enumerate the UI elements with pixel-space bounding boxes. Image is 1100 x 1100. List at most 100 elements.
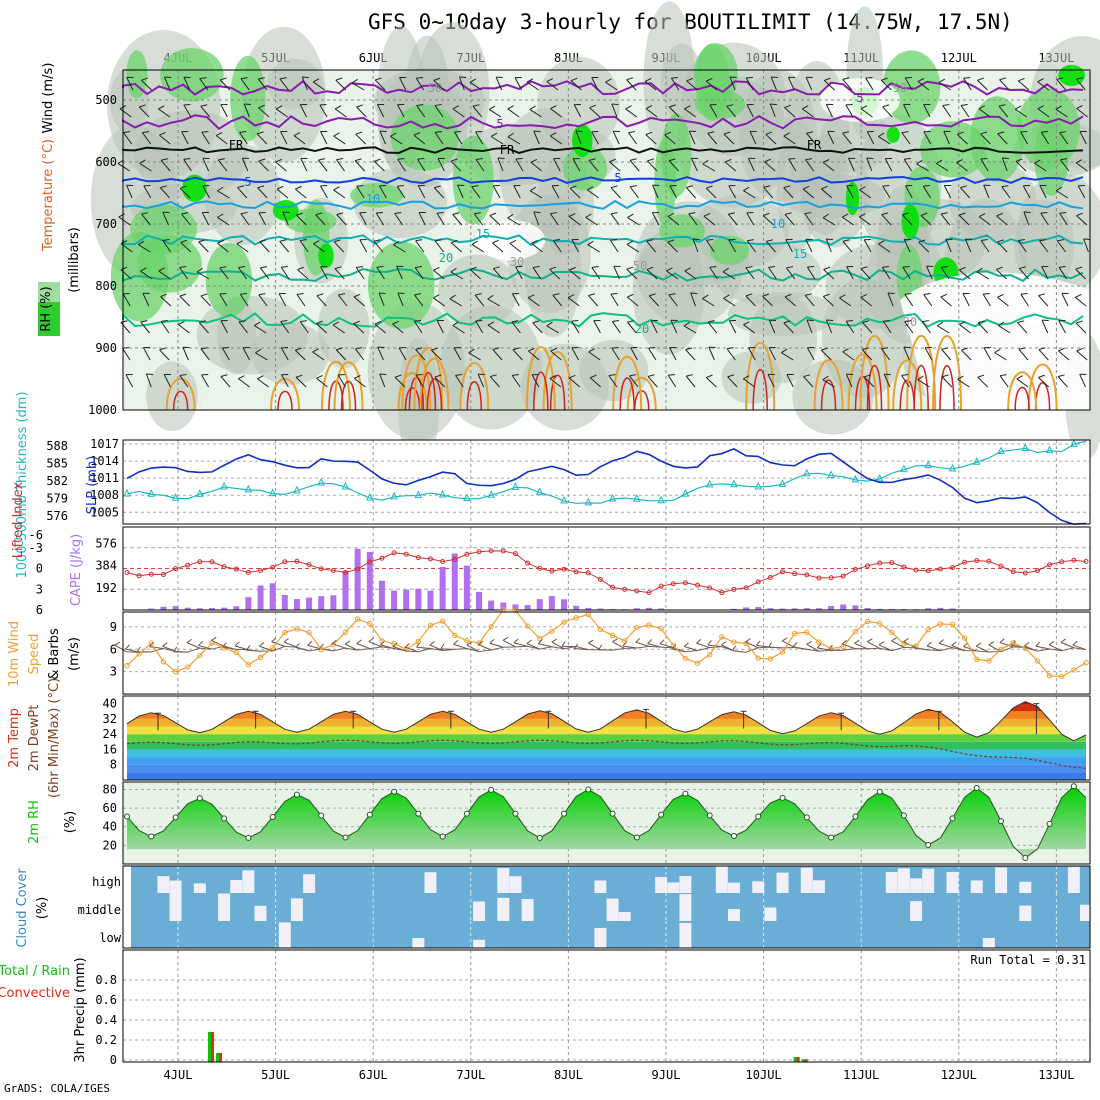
wind-barb-staff — [625, 108, 638, 118]
wind-speed-marker — [682, 655, 689, 662]
wind-barb-staff — [457, 184, 464, 199]
wind-barb-staff — [878, 136, 891, 145]
wind-barb-flag — [354, 375, 361, 379]
wind-barb-staff — [629, 375, 639, 388]
warm-contour — [612, 355, 643, 411]
wind-barb — [281, 373, 289, 388]
wind-barb-flag — [709, 266, 717, 268]
wind-barb-flag — [788, 157, 796, 160]
wind-barb-staff — [924, 347, 933, 361]
wind-barb — [923, 293, 933, 307]
wind-speed-marker — [172, 668, 179, 675]
wind-barb-staff — [507, 108, 520, 118]
wind-barb-staff — [512, 349, 523, 361]
wind-barb-staff — [936, 163, 949, 172]
wind-barb-flag — [667, 213, 675, 217]
rh2m-marker — [561, 810, 568, 817]
wind-barb-staff — [453, 643, 468, 650]
wind-barb-staff — [437, 158, 445, 172]
rh2m-marker — [124, 813, 130, 820]
wind-barb — [891, 637, 905, 648]
wind-barb-flag — [316, 320, 323, 324]
wind-barb-staff — [651, 212, 660, 226]
wind-barb — [502, 636, 516, 648]
wind-barb-flag — [459, 76, 467, 79]
wind-barb-staff — [705, 377, 717, 388]
wind-barb-staff — [921, 321, 931, 334]
wind-barb — [977, 320, 989, 334]
wind-barb-staff — [982, 293, 991, 307]
wind-barb-staff — [978, 108, 991, 118]
wind-barb — [201, 373, 210, 388]
wind-barb — [670, 319, 678, 334]
wind-barb — [666, 267, 679, 280]
warm-contour — [459, 362, 490, 411]
wind-barb — [982, 292, 991, 307]
wind-barb-flag — [591, 76, 599, 79]
wind-barb — [765, 239, 776, 253]
wind-barb-flag — [766, 239, 773, 242]
wind-barb-staff — [414, 267, 424, 280]
wind-barb-staff — [743, 324, 756, 334]
cape-bar — [463, 565, 470, 610]
wind-barb — [783, 132, 796, 145]
wind-barb-staff — [646, 269, 658, 280]
wind-barb-staff — [904, 294, 914, 307]
wind-barb-flag — [945, 238, 953, 241]
isotherm-5c-upper — [122, 114, 1084, 131]
wind-barb — [159, 185, 171, 199]
wind-barb-flag — [355, 158, 362, 162]
wind-barb — [492, 347, 503, 361]
wind-barb-flag — [983, 292, 990, 295]
wind-barb-flag — [159, 347, 167, 351]
wind-barb-flag — [937, 321, 944, 327]
wind-barb — [903, 103, 911, 118]
wind-barb — [336, 212, 347, 226]
wind-barb-staff — [335, 79, 347, 91]
wind-barb — [489, 374, 500, 388]
wind-barb-flag — [186, 638, 192, 644]
wind-barb — [492, 239, 504, 253]
wind-barb-staff — [312, 351, 325, 361]
wind-barb — [296, 293, 306, 307]
cloud-cell — [679, 922, 692, 948]
wind-barb-staff — [1034, 162, 1047, 172]
wind-barb-staff — [319, 104, 328, 118]
cape-bar — [803, 608, 810, 610]
wind-speed-marker — [184, 664, 191, 670]
wind-barb — [747, 157, 756, 172]
wind-barb-flag — [399, 346, 406, 349]
wind-barb — [745, 638, 759, 649]
wind-barb — [217, 213, 230, 226]
wind-barb-flag — [549, 266, 557, 270]
wind-barb-staff — [903, 346, 910, 361]
wind-barb — [487, 321, 500, 334]
wind-barb-flag — [783, 320, 791, 324]
wind-barb-staff — [887, 292, 894, 307]
wind-barb-staff — [825, 238, 832, 253]
wind-barb-flag — [487, 321, 495, 326]
cloud-level-low: low — [99, 931, 121, 945]
wind-barb-staff — [705, 80, 718, 91]
wind-barb-flag — [335, 77, 343, 81]
wind-barb-staff — [627, 296, 639, 307]
wind-barb-flag — [553, 157, 561, 160]
rh-tick-label: 60 — [103, 801, 117, 815]
wind-speed-marker — [367, 620, 373, 627]
wind-barb-staff — [396, 266, 403, 280]
wind-barb-staff — [860, 108, 873, 118]
rh2m-marker — [998, 818, 1005, 825]
wind-speed-marker — [889, 629, 895, 636]
wind-barb — [784, 212, 795, 226]
rh2m-marker — [1022, 854, 1029, 861]
wind-barb — [667, 239, 678, 253]
thickness-marker — [147, 489, 156, 497]
wind-barb-staff — [433, 297, 445, 307]
wind-barb — [567, 294, 580, 307]
wind-barb — [532, 266, 542, 280]
wind-speed-marker — [197, 652, 203, 659]
wind-barb-staff — [196, 271, 210, 280]
wind-barb-staff — [159, 134, 171, 145]
wind-barb-flag — [515, 157, 523, 160]
wind-barb-staff — [477, 373, 485, 388]
